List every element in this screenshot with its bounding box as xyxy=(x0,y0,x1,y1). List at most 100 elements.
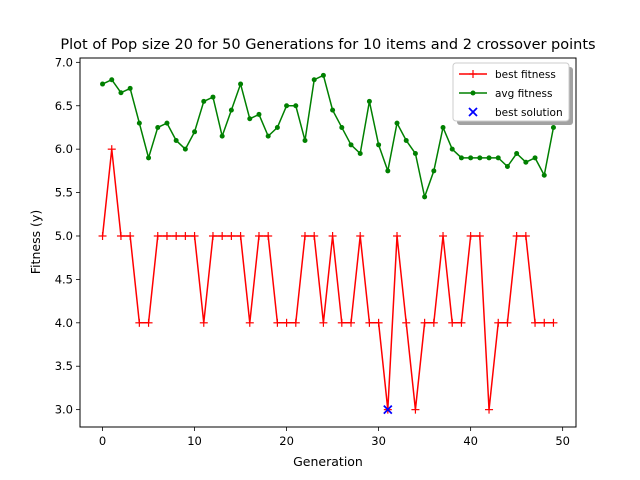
avg-fitness-point xyxy=(514,151,520,157)
best-solution-point xyxy=(383,404,393,415)
best-fitness-point xyxy=(540,318,549,327)
avg-fitness-point xyxy=(192,129,198,135)
best-fitness-point xyxy=(181,231,190,240)
avg-fitness-point xyxy=(523,159,529,165)
best-fitness-point xyxy=(393,231,402,240)
best-fitness-point xyxy=(457,318,466,327)
x-tick-label: 0 xyxy=(99,434,106,448)
legend-item-best-fitness: best fitness xyxy=(459,69,556,81)
avg-fitness-point xyxy=(146,155,152,161)
avg-fitness-point xyxy=(311,77,317,83)
avg-fitness-point xyxy=(136,120,142,126)
avg-fitness-point xyxy=(173,137,179,143)
avg-fitness-point xyxy=(458,155,464,161)
y-tick-label: 3.5 xyxy=(55,359,73,373)
best-fitness-point xyxy=(494,318,503,327)
avg-fitness-point xyxy=(412,151,418,157)
best-fitness-point xyxy=(135,318,144,327)
best-fitness-point xyxy=(107,145,116,154)
avg-fitness-point xyxy=(477,155,483,161)
best-fitness-point xyxy=(347,318,356,327)
legend-box xyxy=(452,62,570,122)
y-tick-label: 5.0 xyxy=(55,229,73,243)
best-fitness-point xyxy=(153,231,162,240)
avg-fitness-point xyxy=(182,146,188,152)
y-tick-label: 4.5 xyxy=(55,272,73,286)
y-axis: 3.0 3.5 4.0 4.5 5.0 5.5 6.0 6.5 7.0 xyxy=(55,55,80,417)
x-tick-label: 50 xyxy=(555,434,570,448)
x-tick-label: 20 xyxy=(279,434,294,448)
legend-marker xyxy=(469,70,477,78)
avg-fitness-point xyxy=(504,164,510,170)
avg-fitness-point xyxy=(284,103,290,109)
best-fitness-point xyxy=(512,231,521,240)
best-fitness-point xyxy=(466,231,475,240)
avg-fitness-point xyxy=(385,168,391,174)
best-fitness-point xyxy=(300,231,309,240)
avg-fitness-point xyxy=(164,120,170,126)
best-fitness-point xyxy=(503,318,512,327)
best-fitness-point xyxy=(126,231,135,240)
best-fitness-point xyxy=(319,318,328,327)
x-tick-label: 30 xyxy=(371,434,386,448)
best-fitness-point xyxy=(439,231,448,240)
y-axis-label: Fitness (y) xyxy=(28,210,43,274)
avg-fitness-point xyxy=(238,81,244,87)
best-fitness-point xyxy=(374,318,383,327)
avg-fitness-point xyxy=(357,151,363,157)
best-fitness-point xyxy=(162,231,171,240)
best-fitness-point xyxy=(521,231,530,240)
avg-fitness-point xyxy=(109,77,115,83)
avg-fitness-point xyxy=(366,98,372,104)
chart-title: Plot of Pop size 20 for 50 Generations f… xyxy=(60,37,595,53)
avg-fitness-point xyxy=(376,142,382,148)
avg-fitness-point xyxy=(468,155,474,161)
y-tick-label: 7.0 xyxy=(55,55,73,69)
avg-fitness-point xyxy=(532,155,538,161)
best-fitness-point xyxy=(531,318,540,327)
avg-fitness-point xyxy=(201,98,207,104)
x-tick-label: 10 xyxy=(187,434,202,448)
avg-fitness-point xyxy=(449,146,455,152)
best-fitness-point xyxy=(475,231,484,240)
best-fitness-point xyxy=(411,405,420,414)
best-fitness-point xyxy=(549,318,558,327)
avg-fitness-point xyxy=(247,116,253,122)
avg-fitness-point xyxy=(339,124,345,130)
best-fitness-point xyxy=(236,231,245,240)
legend-item-best-solution: best solution xyxy=(468,107,563,119)
best-fitness-point xyxy=(264,231,273,240)
best-fitness-point xyxy=(356,231,365,240)
avg-fitness-point xyxy=(394,120,400,126)
legend: best fitness avg fitness best solution xyxy=(452,62,573,125)
best-fitness-point xyxy=(365,318,374,327)
avg-fitness-point xyxy=(210,94,216,100)
best-fitness-point xyxy=(337,318,346,327)
best-fitness-point xyxy=(282,318,291,327)
avg-fitness-point xyxy=(422,194,428,200)
avg-fitness-point xyxy=(274,124,280,130)
avg-fitness-point xyxy=(256,111,262,117)
avg-fitness-point xyxy=(118,90,124,96)
best-fitness-point xyxy=(144,318,153,327)
best-fitness-point xyxy=(116,231,125,240)
legend-item-avg-fitness: avg fitness xyxy=(459,88,552,100)
y-tick-label: 6.5 xyxy=(55,99,73,113)
avg-fitness-point xyxy=(330,107,336,113)
avg-fitness-point xyxy=(348,142,354,148)
legend-marker xyxy=(468,107,478,117)
best-fitness-point xyxy=(245,318,254,327)
avg-fitness-point xyxy=(403,137,409,143)
legend-marker xyxy=(470,90,476,96)
best-fitness-point xyxy=(402,318,411,327)
avg-fitness-point xyxy=(265,133,271,139)
x-axis: 0 10 20 30 40 50 xyxy=(99,427,570,448)
avg-fitness-point xyxy=(431,168,437,174)
avg-fitness-point xyxy=(228,107,234,113)
best-fitness-point xyxy=(429,318,438,327)
avg-fitness-point xyxy=(440,124,446,130)
best-fitness-point xyxy=(273,318,282,327)
best-fitness-point xyxy=(328,231,337,240)
avg-fitness-point xyxy=(495,155,501,161)
